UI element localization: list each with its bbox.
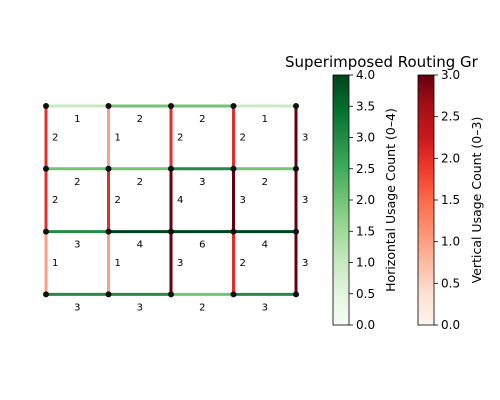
colorbar-tick-label: 0.0	[441, 318, 460, 332]
vertical-edge-label: 2	[240, 258, 246, 269]
horizontal-edge-label: 2	[262, 177, 268, 188]
horizontal-edge-label: 2	[199, 302, 205, 313]
colorbar-tick-label: 2.0	[356, 193, 375, 207]
grid-node	[230, 291, 237, 298]
grid-node	[105, 291, 112, 298]
grid-node	[43, 103, 49, 109]
vertical-edge-label: 3	[302, 195, 308, 206]
horizontal-colorbar-label: Horizontal Usage Count (0–4)	[383, 108, 398, 292]
vertical-edge-label: 4	[177, 195, 183, 206]
horizontal-edge-label: 2	[137, 177, 143, 188]
colorbar-tick-label: 2.5	[441, 110, 460, 124]
vertical-edge-label: 3	[302, 132, 308, 143]
colorbar-tick-label: 2.5	[356, 162, 375, 176]
horizontal-edge-label: 3	[74, 240, 80, 251]
horizontal-edge-label: 2	[199, 114, 205, 125]
grid-node	[293, 228, 299, 235]
horizontal-edge-label: 3	[137, 302, 143, 313]
grid-node	[293, 291, 299, 298]
vertical-edge-label: 3	[240, 195, 246, 206]
grid-node	[230, 165, 237, 172]
horizontal-edge-label: 1	[74, 114, 80, 125]
vertical-edge-label: 2	[52, 195, 58, 206]
colorbar-tick-label: 1.5	[441, 193, 460, 207]
grid-node	[168, 291, 174, 298]
horizontal-edge-label: 3	[199, 177, 205, 188]
grid-node	[105, 165, 112, 172]
vertical-edge-label: 3	[302, 258, 308, 269]
horizontal-edge-label: 1	[262, 114, 268, 125]
colorbar-tick-label: 3.5	[356, 99, 375, 113]
vertical-edge-label: 1	[115, 258, 121, 269]
vertical-colorbar-gradient	[417, 74, 435, 326]
colorbar-tick-label: 0.5	[441, 276, 460, 290]
edge-label-layer: 1 2 2 1 2 2 3 2 3 4 6 4 3 3 2 3 2 1 2 2 3 2 2 4 3 3 1 1 3 2 3	[52, 114, 308, 313]
colorbar-tick-label: 1.5	[356, 224, 375, 238]
horizontal-edge-label: 2	[137, 114, 143, 125]
horizontal-colorbar-gradient	[332, 74, 350, 326]
horizontal-edge-label: 3	[74, 302, 80, 313]
grid-node	[293, 165, 299, 172]
colorbar-tick-label: 0.0	[356, 318, 375, 332]
grid-node	[168, 228, 174, 235]
grid-node	[168, 165, 174, 172]
colorbar-tick-label: 3.0	[441, 68, 460, 82]
vertical-colorbar: 0.0 0.5 1.0 1.5 2.0 2.5 3.0 Vertical Usage Cou…	[417, 68, 484, 332]
horizontal-edge-label: 4	[262, 240, 268, 251]
grid-node	[43, 228, 49, 235]
grid-node	[168, 103, 174, 109]
grid-node	[43, 291, 49, 298]
horizontal-edge-label: 3	[262, 302, 268, 313]
grid-node	[230, 228, 237, 235]
vertical-colorbar-ticks: 0.0 0.5 1.0 1.5 2.0 2.5 3.0	[434, 68, 460, 332]
vertical-edge-label: 2	[52, 132, 58, 143]
chart-title: Superimposed Routing Gr	[285, 53, 479, 71]
grid-node	[230, 103, 237, 109]
colorbar-tick-label: 1.0	[441, 235, 460, 249]
vertical-edge-label: 2	[115, 195, 121, 206]
vertical-edge-label: 1	[115, 132, 121, 143]
vertical-edge-label: 3	[177, 258, 183, 269]
colorbar-tick-label: 0.5	[356, 287, 375, 301]
colorbar-tick-label: 3.0	[356, 131, 375, 145]
horizontal-edge-label: 2	[74, 177, 80, 188]
vertical-edge-label: 1	[52, 258, 58, 269]
grid-node	[105, 228, 112, 235]
grid-node	[293, 103, 299, 109]
colorbar-tick-label: 1.0	[356, 256, 375, 270]
vertical-colorbar-label: Vertical Usage Count (0–3)	[469, 117, 484, 284]
colorbar-tick-label: 4.0	[356, 68, 375, 82]
grid-node	[43, 165, 49, 172]
grid-node	[105, 103, 112, 109]
horizontal-colorbar-ticks: 0.0 0.5 1.0 1.5 2.0 2.5 3.0 3.5 4.0	[349, 68, 375, 332]
colorbar-tick-label: 2.0	[441, 151, 460, 165]
vertical-edge-label: 2	[177, 132, 183, 143]
node-layer	[43, 103, 299, 298]
edge-layer	[44, 104, 298, 296]
horizontal-colorbar: 0.0 0.5 1.0 1.5 2.0 2.5 3.0 3.5 4.0 Horizontal U…	[332, 68, 398, 332]
horizontal-edge-label: 4	[137, 240, 143, 251]
horizontal-edge-label: 6	[199, 240, 205, 251]
vertical-edge-label: 2	[240, 132, 246, 143]
